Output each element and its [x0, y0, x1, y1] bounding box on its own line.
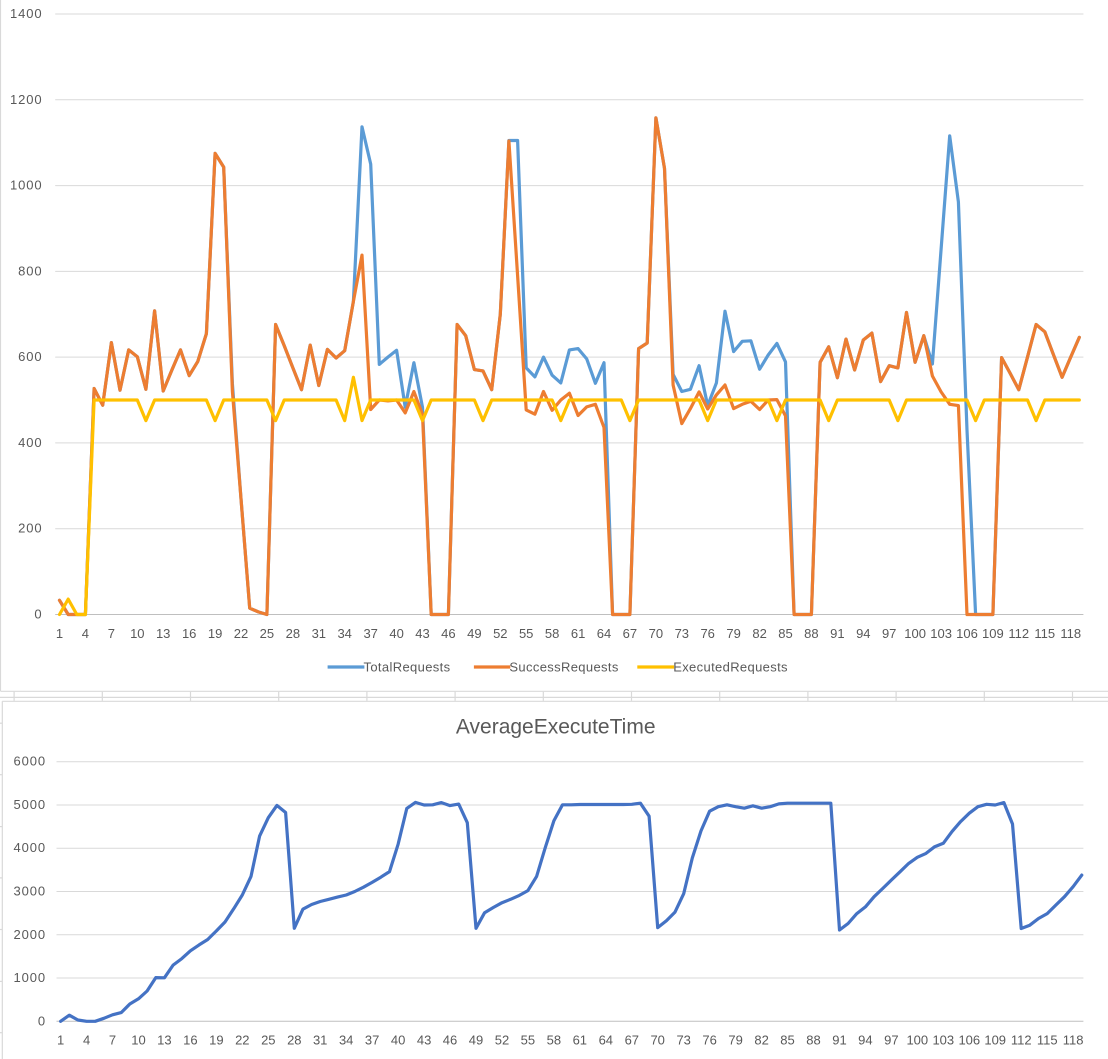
svg-text:28: 28 — [287, 1033, 301, 1048]
svg-text:7: 7 — [109, 1033, 116, 1048]
svg-text:100: 100 — [904, 626, 926, 641]
svg-text:58: 58 — [545, 626, 559, 641]
svg-text:106: 106 — [958, 1033, 980, 1048]
svg-text:34: 34 — [337, 626, 351, 641]
svg-text:25: 25 — [260, 626, 274, 641]
svg-text:43: 43 — [417, 1033, 431, 1048]
svg-text:3000: 3000 — [13, 884, 46, 899]
svg-text:34: 34 — [339, 1033, 353, 1048]
svg-text:1: 1 — [57, 1033, 64, 1048]
svg-text:76: 76 — [700, 626, 714, 641]
svg-text:31: 31 — [312, 626, 326, 641]
svg-text:85: 85 — [780, 1033, 794, 1048]
svg-text:AverageExecuteTime: AverageExecuteTime — [456, 716, 656, 739]
svg-text:31: 31 — [313, 1033, 327, 1048]
svg-text:22: 22 — [234, 626, 248, 641]
svg-text:115: 115 — [1034, 626, 1055, 641]
svg-text:85: 85 — [778, 626, 792, 641]
svg-text:10: 10 — [131, 1033, 145, 1048]
svg-text:91: 91 — [832, 1033, 846, 1048]
svg-text:SuccessRequests: SuccessRequests — [509, 660, 618, 675]
svg-text:ExecutedRequests: ExecutedRequests — [673, 660, 788, 675]
svg-text:40: 40 — [389, 626, 403, 641]
svg-text:82: 82 — [754, 1033, 768, 1048]
svg-text:19: 19 — [209, 1033, 223, 1048]
svg-text:64: 64 — [599, 1033, 613, 1048]
svg-text:58: 58 — [547, 1033, 561, 1048]
svg-text:5000: 5000 — [13, 797, 46, 812]
svg-text:106: 106 — [956, 626, 978, 641]
svg-text:0: 0 — [34, 607, 42, 622]
svg-text:16: 16 — [183, 1033, 197, 1048]
svg-text:67: 67 — [625, 1033, 639, 1048]
svg-text:88: 88 — [806, 1033, 820, 1048]
svg-text:16: 16 — [182, 626, 196, 641]
svg-text:1200: 1200 — [10, 92, 43, 107]
svg-text:73: 73 — [676, 1033, 690, 1048]
svg-text:94: 94 — [858, 1033, 872, 1048]
svg-text:70: 70 — [650, 1033, 664, 1048]
svg-text:82: 82 — [752, 626, 766, 641]
svg-text:43: 43 — [415, 626, 429, 641]
svg-text:70: 70 — [649, 626, 663, 641]
svg-text:94: 94 — [856, 626, 870, 641]
svg-text:1000: 1000 — [13, 970, 46, 985]
svg-text:79: 79 — [728, 1033, 742, 1048]
svg-text:52: 52 — [495, 1033, 509, 1048]
svg-text:79: 79 — [726, 626, 740, 641]
svg-text:55: 55 — [519, 626, 533, 641]
svg-text:67: 67 — [623, 626, 637, 641]
svg-text:97: 97 — [884, 1033, 898, 1048]
svg-text:0: 0 — [38, 1013, 46, 1028]
svg-text:37: 37 — [365, 1033, 379, 1048]
svg-text:100: 100 — [906, 1033, 928, 1048]
svg-text:7: 7 — [108, 626, 115, 641]
svg-text:109: 109 — [982, 626, 1004, 641]
svg-text:1400: 1400 — [10, 6, 43, 21]
svg-text:76: 76 — [702, 1033, 716, 1048]
svg-text:115: 115 — [1037, 1033, 1058, 1048]
svg-text:52: 52 — [493, 626, 507, 641]
svg-text:46: 46 — [443, 1033, 457, 1048]
svg-text:4: 4 — [82, 626, 89, 641]
svg-text:13: 13 — [156, 626, 170, 641]
svg-text:2000: 2000 — [13, 927, 46, 942]
svg-text:40: 40 — [391, 1033, 405, 1048]
svg-text:61: 61 — [571, 626, 585, 641]
svg-text:73: 73 — [675, 626, 689, 641]
svg-text:91: 91 — [830, 626, 844, 641]
svg-text:37: 37 — [363, 626, 377, 641]
svg-text:46: 46 — [441, 626, 455, 641]
svg-text:22: 22 — [235, 1033, 249, 1048]
svg-text:400: 400 — [18, 435, 42, 450]
svg-text:19: 19 — [208, 626, 222, 641]
svg-text:6000: 6000 — [13, 754, 46, 769]
svg-text:118: 118 — [1060, 626, 1081, 641]
svg-text:4000: 4000 — [13, 840, 46, 855]
svg-text:1000: 1000 — [10, 178, 43, 193]
svg-text:49: 49 — [469, 1033, 483, 1048]
svg-text:112: 112 — [1011, 1033, 1032, 1048]
svg-text:61: 61 — [573, 1033, 587, 1048]
svg-text:TotalRequests: TotalRequests — [364, 660, 451, 675]
svg-text:64: 64 — [597, 626, 611, 641]
svg-text:49: 49 — [467, 626, 481, 641]
svg-text:103: 103 — [932, 1033, 954, 1048]
svg-text:118: 118 — [1063, 1033, 1084, 1048]
svg-text:112: 112 — [1008, 626, 1029, 641]
svg-text:25: 25 — [261, 1033, 275, 1048]
svg-text:10: 10 — [130, 626, 144, 641]
svg-text:13: 13 — [157, 1033, 171, 1048]
svg-text:600: 600 — [18, 349, 42, 364]
svg-text:97: 97 — [882, 626, 896, 641]
svg-text:109: 109 — [984, 1033, 1006, 1048]
svg-text:800: 800 — [18, 263, 42, 278]
svg-text:4: 4 — [83, 1033, 90, 1048]
svg-text:88: 88 — [804, 626, 818, 641]
svg-text:55: 55 — [521, 1033, 535, 1048]
svg-text:1: 1 — [56, 626, 63, 641]
svg-text:28: 28 — [286, 626, 300, 641]
svg-text:103: 103 — [930, 626, 952, 641]
svg-text:200: 200 — [18, 521, 42, 536]
